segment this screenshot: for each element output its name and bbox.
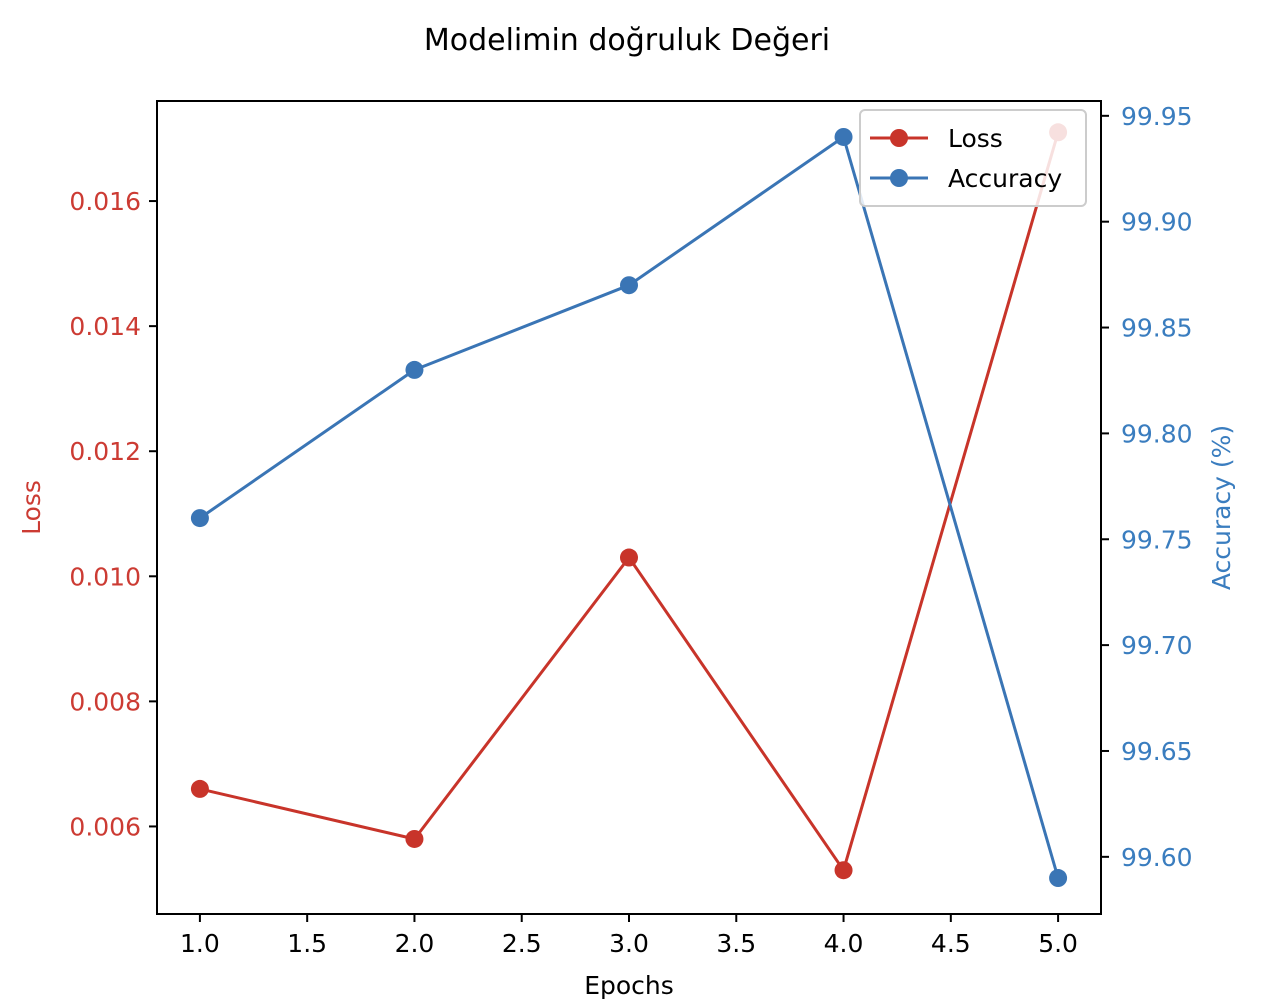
- left-tick-label: 0.010: [69, 562, 141, 591]
- x-tick-label: 3.5: [716, 929, 756, 958]
- right-tick-label: 99.60: [1121, 843, 1193, 872]
- x-axis: 1.0 1.5 2.0 2.5 3.0 3.5 4.0 4.5 5.0: [180, 914, 1078, 958]
- left-axis-title: Loss: [17, 480, 46, 535]
- left-axis: 0.006 0.008 0.010 0.012 0.014 0.016: [69, 187, 157, 841]
- x-tick-label: 2.0: [395, 929, 435, 958]
- data-point-loss: [190, 779, 209, 798]
- left-tick-label: 0.012: [69, 437, 141, 466]
- series-line-accuracy: [199, 135, 1060, 879]
- right-tick-label: 99.65: [1121, 737, 1193, 766]
- left-tick-label: 0.008: [69, 687, 141, 716]
- legend-marker-loss: [890, 129, 908, 147]
- legend-marker-accuracy: [890, 169, 908, 187]
- right-tick-label: 99.70: [1121, 631, 1193, 660]
- data-point-accuracy: [834, 127, 853, 146]
- legend: Loss Accuracy: [859, 109, 1087, 207]
- x-tick-label: 2.5: [502, 929, 542, 958]
- right-tick-label: 99.75: [1121, 525, 1193, 554]
- x-tick-label: 1.0: [180, 929, 220, 958]
- left-tick-label: 0.014: [69, 312, 141, 341]
- plot-frame: [156, 100, 1102, 915]
- data-point-accuracy: [1049, 869, 1068, 888]
- x-axis-title: Epochs: [584, 971, 674, 1000]
- data-point-accuracy: [190, 509, 209, 528]
- right-axis-title: Accuracy (%): [1207, 425, 1236, 590]
- chart-title: Modelimin doğruluk Değeri: [424, 23, 830, 58]
- x-tick-label: 5.0: [1038, 929, 1078, 958]
- right-tick-label: 99.80: [1121, 419, 1193, 448]
- x-tick-label: 1.5: [287, 929, 327, 958]
- legend-label-accuracy: Accuracy: [948, 164, 1062, 193]
- data-point-accuracy: [405, 360, 424, 379]
- series-line-loss: [199, 131, 1060, 872]
- data-point-loss: [620, 548, 638, 567]
- left-tick-label: 0.006: [69, 812, 141, 841]
- series-layer: [190, 123, 1068, 888]
- x-tick-label: 4.0: [824, 929, 864, 958]
- x-tick-label: 3.0: [609, 929, 649, 958]
- data-point-loss: [405, 829, 424, 848]
- data-point-accuracy: [620, 276, 638, 295]
- legend-label-loss: Loss: [948, 124, 1003, 153]
- right-tick-label: 99.90: [1121, 208, 1193, 237]
- right-axis: 99.60 99.65 99.70 99.75 99.80 99.85 99.90 99.95: [1101, 102, 1193, 872]
- left-tick-label: 0.016: [69, 187, 141, 216]
- right-tick-label: 99.85: [1121, 314, 1193, 343]
- right-tick-label: 99.95: [1121, 102, 1193, 131]
- legend-box: [859, 109, 1087, 207]
- x-tick-label: 4.5: [931, 929, 971, 958]
- data-point-loss: [834, 861, 853, 880]
